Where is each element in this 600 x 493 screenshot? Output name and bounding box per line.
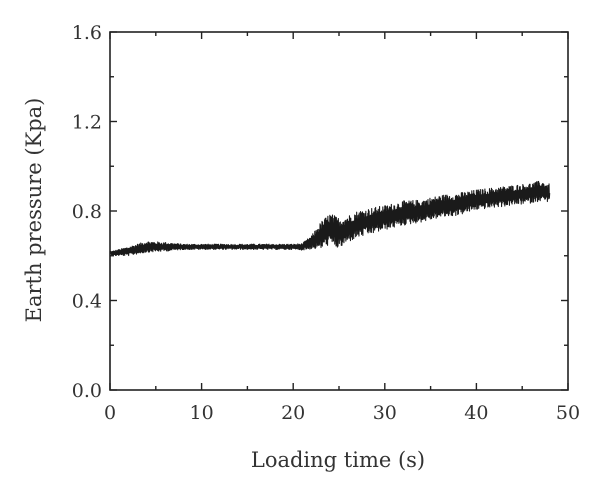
x-tick-label: 0 — [104, 402, 116, 424]
y-tick-label: 1.2 — [72, 112, 102, 134]
plot-area — [109, 180, 551, 390]
y-tick-label: 0.8 — [72, 201, 102, 223]
plot-frame — [109, 31, 569, 391]
axes: 0 10 20 30 40 50 0.0 0.4 0.8 1.2 1.6 — [72, 22, 580, 424]
x-tick-label: 10 — [190, 402, 214, 424]
x-tick-label: 30 — [373, 402, 397, 424]
y-tick-label: 0.4 — [72, 291, 102, 313]
y-tick-label: 1.6 — [72, 22, 102, 44]
series-line — [109, 180, 551, 390]
x-tick-label: 40 — [464, 402, 488, 424]
x-tick-label: 20 — [281, 402, 305, 424]
x-axis-title: Loading time (s) — [251, 448, 425, 472]
y-tick-label: 0.0 — [72, 380, 102, 402]
x-tick-label: 50 — [556, 402, 580, 424]
y-axis-title: Earth pressure (Kpa) — [22, 98, 46, 323]
